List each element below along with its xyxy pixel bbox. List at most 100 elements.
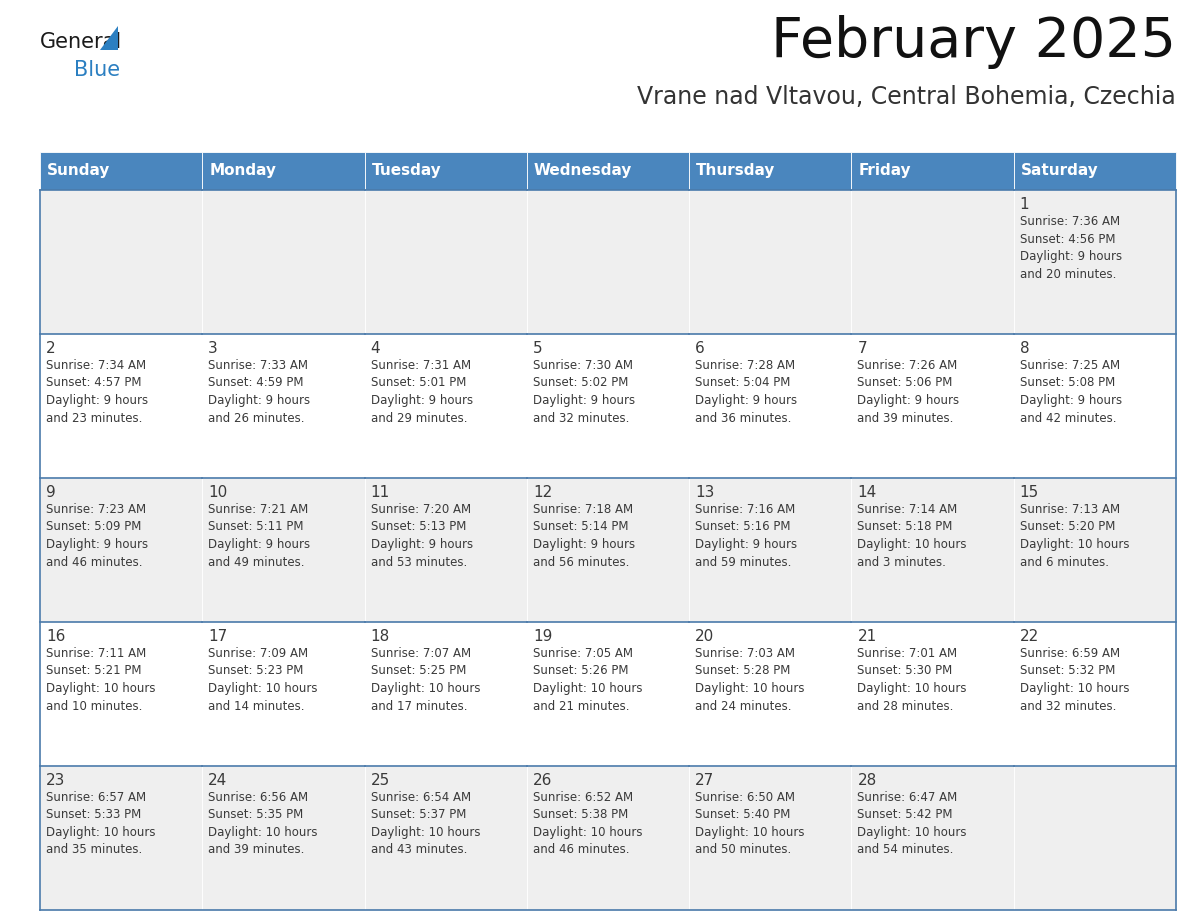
Text: 15: 15	[1019, 485, 1040, 500]
Bar	[202, 478, 365, 622]
Text: 26: 26	[533, 773, 552, 788]
Text: Sunrise: 7:01 AM
Sunset: 5:30 PM
Daylight: 10 hours
and 28 minutes.: Sunrise: 7:01 AM Sunset: 5:30 PM Dayligh…	[858, 647, 967, 712]
Text: Sunrise: 6:50 AM
Sunset: 5:40 PM
Daylight: 10 hours
and 50 minutes.: Sunrise: 6:50 AM Sunset: 5:40 PM Dayligh…	[695, 791, 804, 856]
Bar	[689, 766, 852, 910]
Text: Sunrise: 6:56 AM
Sunset: 5:35 PM
Daylight: 10 hours
and 39 minutes.: Sunrise: 6:56 AM Sunset: 5:35 PM Dayligh…	[208, 791, 317, 856]
Bar	[852, 622, 1013, 766]
Text: 4: 4	[371, 341, 380, 356]
Bar	[1013, 334, 1176, 478]
Text: 9: 9	[46, 485, 56, 500]
Bar	[1013, 766, 1176, 910]
Text: Sunrise: 7:20 AM
Sunset: 5:13 PM
Daylight: 9 hours
and 53 minutes.: Sunrise: 7:20 AM Sunset: 5:13 PM Dayligh…	[371, 503, 473, 568]
Text: Sunrise: 7:30 AM
Sunset: 5:02 PM
Daylight: 9 hours
and 32 minutes.: Sunrise: 7:30 AM Sunset: 5:02 PM Dayligh…	[533, 359, 634, 424]
Text: 19: 19	[533, 629, 552, 644]
Text: Sunrise: 7:16 AM
Sunset: 5:16 PM
Daylight: 9 hours
and 59 minutes.: Sunrise: 7:16 AM Sunset: 5:16 PM Dayligh…	[695, 503, 797, 568]
Text: Sunrise: 6:57 AM
Sunset: 5:33 PM
Daylight: 10 hours
and 35 minutes.: Sunrise: 6:57 AM Sunset: 5:33 PM Dayligh…	[46, 791, 156, 856]
Text: 16: 16	[46, 629, 65, 644]
Bar	[689, 478, 852, 622]
Bar	[40, 766, 202, 910]
Text: Sunrise: 7:25 AM
Sunset: 5:08 PM
Daylight: 9 hours
and 42 minutes.: Sunrise: 7:25 AM Sunset: 5:08 PM Dayligh…	[1019, 359, 1121, 424]
Polygon shape	[100, 26, 118, 50]
Text: 25: 25	[371, 773, 390, 788]
Bar	[1013, 622, 1176, 766]
Bar	[852, 478, 1013, 622]
Text: Sunrise: 7:05 AM
Sunset: 5:26 PM
Daylight: 10 hours
and 21 minutes.: Sunrise: 7:05 AM Sunset: 5:26 PM Dayligh…	[533, 647, 643, 712]
Text: Sunrise: 7:18 AM
Sunset: 5:14 PM
Daylight: 9 hours
and 56 minutes.: Sunrise: 7:18 AM Sunset: 5:14 PM Dayligh…	[533, 503, 634, 568]
Bar	[689, 190, 852, 334]
Text: Sunrise: 7:09 AM
Sunset: 5:23 PM
Daylight: 10 hours
and 14 minutes.: Sunrise: 7:09 AM Sunset: 5:23 PM Dayligh…	[208, 647, 317, 712]
Text: 2: 2	[46, 341, 56, 356]
Text: 12: 12	[533, 485, 552, 500]
Text: Sunrise: 6:47 AM
Sunset: 5:42 PM
Daylight: 10 hours
and 54 minutes.: Sunrise: 6:47 AM Sunset: 5:42 PM Dayligh…	[858, 791, 967, 856]
Text: 28: 28	[858, 773, 877, 788]
Text: 13: 13	[695, 485, 714, 500]
Bar	[365, 766, 526, 910]
Text: 20: 20	[695, 629, 714, 644]
Text: Sunrise: 7:21 AM
Sunset: 5:11 PM
Daylight: 9 hours
and 49 minutes.: Sunrise: 7:21 AM Sunset: 5:11 PM Dayligh…	[208, 503, 310, 568]
Bar	[1013, 190, 1176, 334]
Bar	[689, 622, 852, 766]
Bar	[202, 334, 365, 478]
Text: 11: 11	[371, 485, 390, 500]
FancyBboxPatch shape	[1013, 152, 1176, 190]
Bar	[1013, 478, 1176, 622]
Text: 23: 23	[46, 773, 65, 788]
Text: Wednesday: Wednesday	[533, 163, 632, 178]
Text: Thursday: Thursday	[696, 163, 776, 178]
FancyBboxPatch shape	[526, 152, 689, 190]
Text: General: General	[40, 32, 122, 52]
Text: Sunrise: 7:03 AM
Sunset: 5:28 PM
Daylight: 10 hours
and 24 minutes.: Sunrise: 7:03 AM Sunset: 5:28 PM Dayligh…	[695, 647, 804, 712]
Text: 5: 5	[533, 341, 543, 356]
FancyBboxPatch shape	[852, 152, 1013, 190]
FancyBboxPatch shape	[40, 152, 202, 190]
Bar	[852, 334, 1013, 478]
Bar	[202, 190, 365, 334]
Text: Sunrise: 7:23 AM
Sunset: 5:09 PM
Daylight: 9 hours
and 46 minutes.: Sunrise: 7:23 AM Sunset: 5:09 PM Dayligh…	[46, 503, 148, 568]
Text: 27: 27	[695, 773, 714, 788]
Text: 18: 18	[371, 629, 390, 644]
Bar	[40, 622, 202, 766]
Text: Sunrise: 7:14 AM
Sunset: 5:18 PM
Daylight: 10 hours
and 3 minutes.: Sunrise: 7:14 AM Sunset: 5:18 PM Dayligh…	[858, 503, 967, 568]
Text: 21: 21	[858, 629, 877, 644]
Bar	[365, 190, 526, 334]
Text: 6: 6	[695, 341, 704, 356]
Text: Saturday: Saturday	[1020, 163, 1099, 178]
Text: 1: 1	[1019, 197, 1029, 212]
Text: Sunrise: 7:13 AM
Sunset: 5:20 PM
Daylight: 10 hours
and 6 minutes.: Sunrise: 7:13 AM Sunset: 5:20 PM Dayligh…	[1019, 503, 1130, 568]
Text: Sunrise: 7:07 AM
Sunset: 5:25 PM
Daylight: 10 hours
and 17 minutes.: Sunrise: 7:07 AM Sunset: 5:25 PM Dayligh…	[371, 647, 480, 712]
Bar	[202, 766, 365, 910]
Bar	[526, 478, 689, 622]
Bar	[40, 478, 202, 622]
Bar	[526, 766, 689, 910]
FancyBboxPatch shape	[689, 152, 852, 190]
Text: Monday: Monday	[209, 163, 277, 178]
Bar	[526, 622, 689, 766]
Bar	[852, 766, 1013, 910]
Text: 22: 22	[1019, 629, 1040, 644]
Text: Sunrise: 7:36 AM
Sunset: 4:56 PM
Daylight: 9 hours
and 20 minutes.: Sunrise: 7:36 AM Sunset: 4:56 PM Dayligh…	[1019, 215, 1121, 281]
Text: 24: 24	[208, 773, 228, 788]
Text: Friday: Friday	[859, 163, 911, 178]
Bar	[526, 190, 689, 334]
FancyBboxPatch shape	[202, 152, 365, 190]
Text: 17: 17	[208, 629, 228, 644]
Text: Tuesday: Tuesday	[372, 163, 441, 178]
Text: Sunday: Sunday	[48, 163, 110, 178]
Bar	[40, 334, 202, 478]
Text: 8: 8	[1019, 341, 1029, 356]
Bar	[689, 334, 852, 478]
FancyBboxPatch shape	[365, 152, 526, 190]
Text: Sunrise: 7:28 AM
Sunset: 5:04 PM
Daylight: 9 hours
and 36 minutes.: Sunrise: 7:28 AM Sunset: 5:04 PM Dayligh…	[695, 359, 797, 424]
Bar	[365, 334, 526, 478]
Bar	[526, 334, 689, 478]
Text: 7: 7	[858, 341, 867, 356]
Bar	[365, 622, 526, 766]
Text: 10: 10	[208, 485, 228, 500]
Text: 3: 3	[208, 341, 219, 356]
Bar	[40, 190, 202, 334]
Text: Sunrise: 7:34 AM
Sunset: 4:57 PM
Daylight: 9 hours
and 23 minutes.: Sunrise: 7:34 AM Sunset: 4:57 PM Dayligh…	[46, 359, 148, 424]
Text: Sunrise: 7:33 AM
Sunset: 4:59 PM
Daylight: 9 hours
and 26 minutes.: Sunrise: 7:33 AM Sunset: 4:59 PM Dayligh…	[208, 359, 310, 424]
Text: Blue: Blue	[74, 60, 120, 80]
Text: Sunrise: 6:59 AM
Sunset: 5:32 PM
Daylight: 10 hours
and 32 minutes.: Sunrise: 6:59 AM Sunset: 5:32 PM Dayligh…	[1019, 647, 1130, 712]
Text: 14: 14	[858, 485, 877, 500]
